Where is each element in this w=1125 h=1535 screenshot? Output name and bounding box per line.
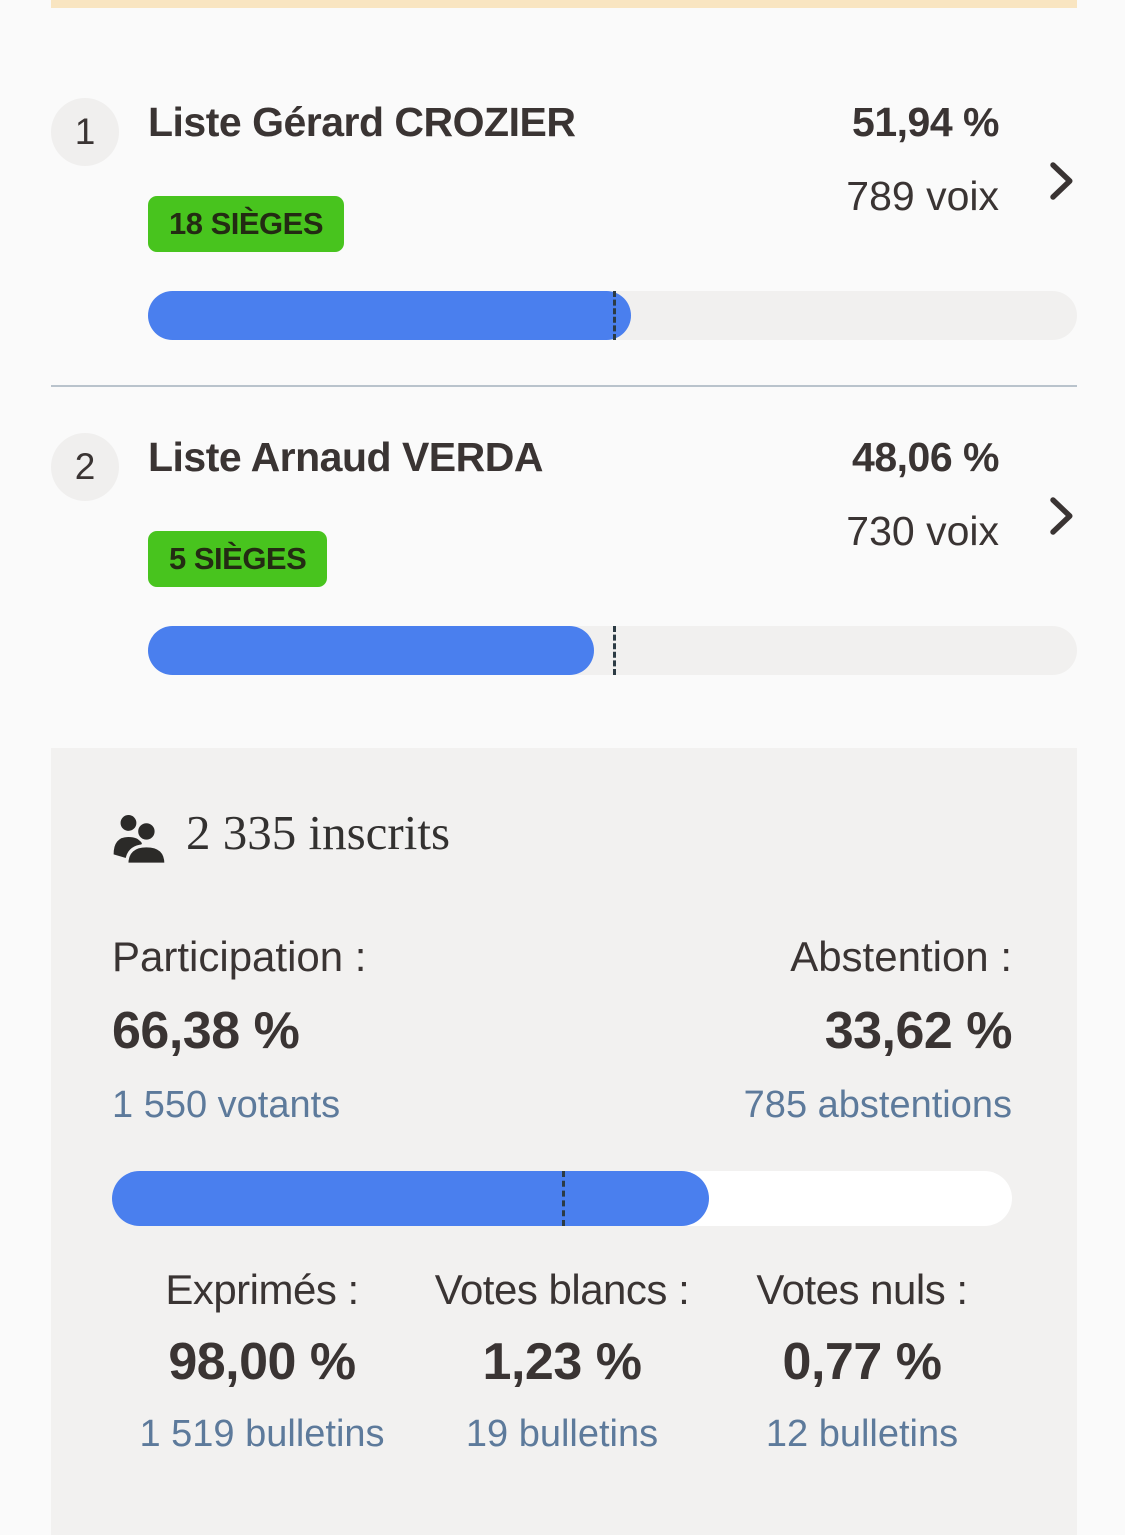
result-row[interactable]: 2 Liste Arnaud VERDA 5 SIÈGES 48,06 % 73… bbox=[51, 433, 1077, 675]
participation-block: Participation : 66,38 % 1 550 votants bbox=[112, 933, 366, 1127]
vote-share-bar-fill bbox=[148, 626, 595, 675]
expressed-votes-label: Exprimés : bbox=[165, 1266, 359, 1313]
null-votes-percent: 0,77 % bbox=[782, 1333, 942, 1391]
percent-value: 48,06 % bbox=[852, 434, 999, 480]
people-icon bbox=[113, 815, 168, 865]
registered-voters-heading: 2 335 inscrits bbox=[112, 805, 1012, 865]
result-row-right: 51,94 % 789 voix bbox=[846, 98, 1077, 252]
expressed-votes-percent: 98,00 % bbox=[168, 1333, 356, 1391]
turnout-bar-fill bbox=[112, 1171, 710, 1226]
participation-label: Participation : bbox=[112, 933, 367, 980]
list-name: Liste Gérard CROZIER bbox=[148, 99, 576, 145]
result-row-head: Liste Gérard CROZIER 18 SIÈGES 51,94 % 7… bbox=[148, 98, 1077, 252]
votes-count: 789 voix bbox=[846, 173, 999, 219]
result-row-body: Liste Gérard CROZIER 18 SIÈGES 51,94 % 7… bbox=[148, 98, 1077, 340]
seats-badge: 18 SIÈGES bbox=[148, 196, 345, 252]
abstention-percent: 33,62 % bbox=[824, 1002, 1013, 1060]
chevron-right-icon[interactable] bbox=[1045, 160, 1077, 202]
result-row[interactable]: 1 Liste Gérard CROZIER 18 SIÈGES 51,94 %… bbox=[51, 98, 1077, 340]
results-list: 1 Liste Gérard CROZIER 18 SIÈGES 51,94 %… bbox=[51, 98, 1077, 1535]
blank-votes-block: Votes blancs : 1,23 % 19 bulletins bbox=[412, 1266, 712, 1456]
participation-percent: 66,38 % bbox=[112, 1002, 300, 1060]
rank-badge: 1 bbox=[51, 98, 119, 166]
vote-share-bar-fill bbox=[148, 291, 631, 340]
rank-number: 2 bbox=[74, 446, 96, 487]
blank-votes-count: 19 bulletins bbox=[465, 1413, 659, 1455]
ballots-stats-grid: Exprimés : 98,00 % 1 519 bulletins Votes… bbox=[112, 1266, 1012, 1456]
result-row-head: Liste Arnaud VERDA 5 SIÈGES 48,06 % 730 … bbox=[148, 433, 1077, 587]
header-accent-bar bbox=[51, 0, 1077, 8]
null-votes-block: Votes nuls : 0,77 % 12 bulletins bbox=[712, 1266, 1012, 1456]
row-divider bbox=[51, 385, 1077, 387]
null-votes-count: 12 bulletins bbox=[765, 1413, 959, 1455]
null-votes-label: Votes nuls : bbox=[756, 1266, 968, 1313]
seats-badge: 5 SIÈGES bbox=[148, 531, 328, 587]
vote-share-bar bbox=[148, 291, 1077, 340]
blank-votes-label: Votes blancs : bbox=[434, 1266, 690, 1313]
expressed-votes-count: 1 519 bulletins bbox=[139, 1413, 385, 1455]
score-block: 51,94 % 789 voix bbox=[846, 98, 999, 220]
majority-marker bbox=[612, 291, 616, 340]
participation-count: 1 550 votants bbox=[112, 1084, 341, 1126]
registered-voters-count: 2 335 inscrits bbox=[186, 805, 451, 860]
list-name-column: Liste Gérard CROZIER 18 SIÈGES bbox=[148, 98, 576, 252]
blank-votes-percent: 1,23 % bbox=[482, 1333, 642, 1391]
abstention-label: Abstention : bbox=[790, 933, 1012, 980]
votes-count: 730 voix bbox=[846, 508, 999, 554]
majority-marker bbox=[612, 626, 616, 675]
abstention-block: Abstention : 33,62 % 785 abstentions bbox=[743, 933, 1013, 1127]
summary-panel: 2 335 inscrits Participation : 66,38 % 1… bbox=[51, 748, 1077, 1535]
vote-share-bar bbox=[148, 626, 1077, 675]
half-marker bbox=[562, 1171, 565, 1226]
participation-abstention-grid: Participation : 66,38 % 1 550 votants Ab… bbox=[112, 933, 1013, 1127]
rank-number: 1 bbox=[74, 111, 96, 152]
list-name-column: Liste Arnaud VERDA 5 SIÈGES bbox=[148, 433, 543, 587]
list-name: Liste Arnaud VERDA bbox=[148, 434, 543, 480]
abstention-count: 785 abstentions bbox=[743, 1084, 1012, 1126]
chevron-right-icon[interactable] bbox=[1045, 495, 1077, 537]
rank-badge: 2 bbox=[51, 433, 119, 501]
score-block: 48,06 % 730 voix bbox=[846, 433, 999, 555]
result-row-body: Liste Arnaud VERDA 5 SIÈGES 48,06 % 730 … bbox=[148, 433, 1077, 675]
expressed-votes-block: Exprimés : 98,00 % 1 519 bulletins bbox=[112, 1266, 412, 1456]
turnout-bar bbox=[112, 1171, 1012, 1226]
percent-value: 51,94 % bbox=[852, 99, 999, 145]
result-row-right: 48,06 % 730 voix bbox=[846, 433, 1077, 587]
